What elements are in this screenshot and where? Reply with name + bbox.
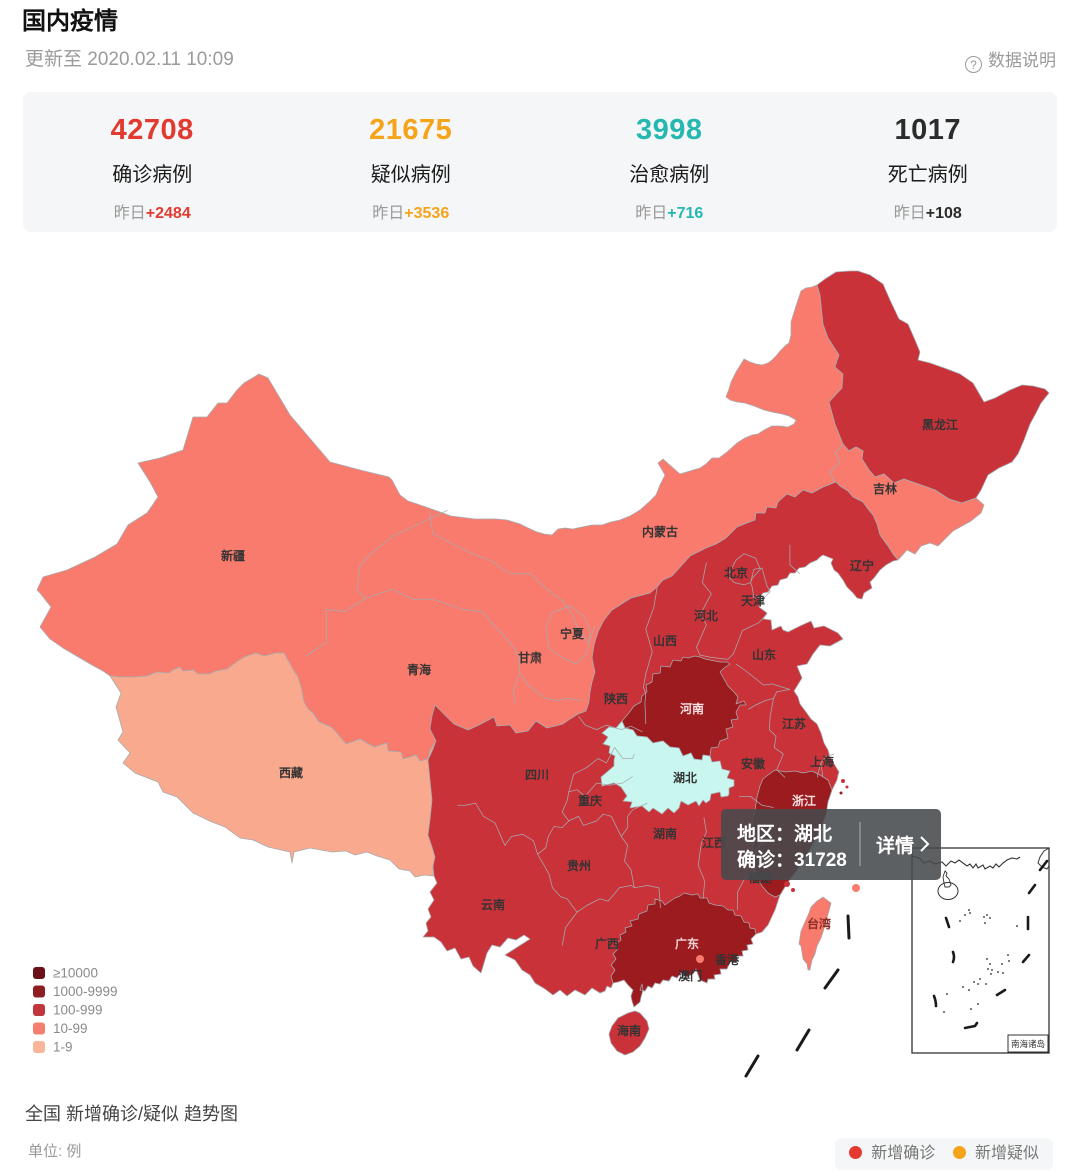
svg-text:详情: 详情 [876,834,914,857]
svg-text:100-999: 100-999 [53,1003,103,1018]
svg-text:内蒙古: 内蒙古 [642,524,678,539]
svg-text:上海: 上海 [810,754,834,769]
svg-text:黑龙江: 黑龙江 [922,417,958,432]
svg-text:1-9: 1-9 [53,1040,73,1055]
svg-text:山西: 山西 [653,633,677,648]
svg-text:吉林: 吉林 [873,481,897,496]
svg-text:新疆: 新疆 [221,548,245,563]
svg-text:1000-9999: 1000-9999 [53,984,118,999]
svg-text:贵州: 贵州 [567,858,591,873]
svg-text:四川: 四川 [525,768,549,782]
svg-text:河南: 河南 [679,701,704,716]
svg-text:广东: 广东 [675,936,699,951]
svg-text:江西: 江西 [702,835,726,850]
svg-text:香港: 香港 [714,952,740,967]
svg-text:浙江: 浙江 [792,793,816,808]
svg-text:北京: 北京 [724,565,748,580]
svg-text:辽宁: 辽宁 [850,558,874,573]
svg-text:天津: 天津 [741,593,765,608]
svg-text:陕西: 陕西 [604,691,628,706]
svg-text:≥10000: ≥10000 [53,966,98,981]
svg-text:云南: 云南 [481,897,505,912]
svg-text:海南: 海南 [617,1023,641,1038]
svg-text:宁夏: 宁夏 [560,626,585,641]
svg-text:江苏: 江苏 [782,716,806,731]
svg-text:地区：湖北: 地区：湖北 [737,822,832,845]
svg-text:湖北: 湖北 [673,770,697,785]
svg-text:湖南: 湖南 [653,826,677,841]
svg-text:青海: 青海 [407,662,431,677]
svg-text:西藏: 西藏 [279,765,303,780]
svg-text:10-99: 10-99 [53,1021,88,1036]
svg-text:山东: 山东 [752,647,776,662]
svg-text:广西: 广西 [595,936,619,951]
svg-text:台湾: 台湾 [807,916,831,931]
svg-text:安徽: 安徽 [741,756,766,771]
svg-text:澳门: 澳门 [678,968,702,983]
svg-text:河北: 河北 [693,608,718,623]
svg-text:确诊：31728: 确诊：31728 [737,848,847,871]
svg-text:甘肃: 甘肃 [518,650,542,665]
svg-text:重庆: 重庆 [578,793,602,808]
svg-text:南海诸岛: 南海诸岛 [1011,1039,1045,1049]
